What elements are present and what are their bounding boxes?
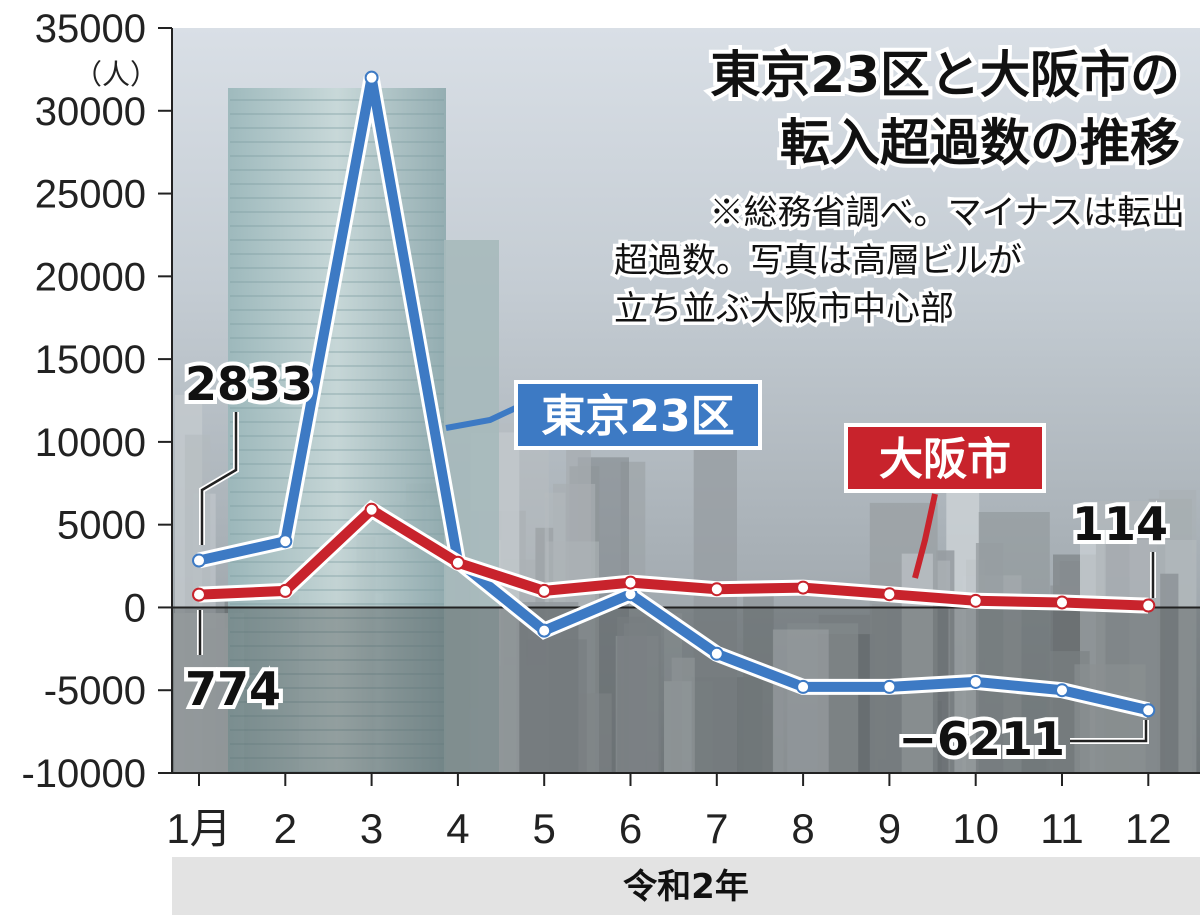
- legend-osaka: 大阪市: [844, 423, 1046, 579]
- y-tick-label: 10000: [35, 421, 146, 465]
- legend-osaka-label: 大阪市: [879, 434, 1011, 485]
- data-point: [278, 534, 293, 549]
- y-tick-label: -5000: [44, 669, 146, 713]
- annotation-leader: [1070, 720, 1148, 743]
- x-tick-label: 5: [533, 805, 556, 852]
- data-point: [450, 555, 465, 570]
- series-line: [198, 503, 1149, 611]
- x-tick-labels: 1月 2 3 4 5 6 7 8 9 10 11 12: [166, 805, 1171, 852]
- value-annotations: 2833 774 114 −6211: [181, 353, 1172, 770]
- y-tick-label: 0: [124, 586, 146, 630]
- data-point: [623, 575, 638, 590]
- x-tick-label: 1月: [166, 805, 231, 852]
- data-point: [796, 580, 811, 595]
- series-layer: [192, 70, 1156, 719]
- x-tick-label: 7: [705, 805, 728, 852]
- city-building: [1074, 664, 1146, 773]
- data-point: [796, 679, 811, 694]
- value-annotation: 2833: [185, 357, 313, 411]
- legend-tokyo-label: 東京23区: [541, 391, 734, 442]
- title-block: 東京23区と大阪市の 転入超過数の推移 ※総務省調べ。マイナスは転出 超過数。写…: [611, 42, 1189, 333]
- x-tick-label: 2: [274, 805, 297, 852]
- x-axis-era-band: [172, 857, 1200, 915]
- data-point: [364, 502, 379, 517]
- x-tick-marks: [198, 773, 1150, 786]
- data-point: [1055, 683, 1069, 698]
- legend-osaka-leader: [912, 493, 938, 579]
- x-tick-label: 3: [360, 805, 383, 852]
- city-building: [617, 616, 661, 773]
- data-point: [537, 623, 552, 638]
- data-point: [1141, 703, 1156, 718]
- city-building: [1160, 573, 1179, 773]
- data-point: [192, 553, 206, 568]
- data-point: [192, 587, 206, 602]
- value-annotation: −6211: [898, 712, 1065, 766]
- data-point: [709, 582, 724, 597]
- y-tick-label: 25000: [35, 173, 146, 217]
- x-tick-label: 10: [952, 805, 999, 852]
- data-point: [278, 583, 293, 598]
- chart-title-line-1: 東京23区と大阪市の: [710, 46, 1180, 104]
- legend-osaka-box: [844, 423, 1046, 493]
- city-building: [671, 657, 695, 773]
- x-tick-label: 6: [619, 805, 642, 852]
- x-tick-label: 9: [878, 805, 901, 852]
- legend-tokyo: 東京23区: [445, 380, 762, 450]
- y-tick-marks: [158, 27, 172, 774]
- data-point: [709, 646, 724, 661]
- tower-building: [228, 88, 446, 773]
- chart-title-line-2: 転入超過数の推移: [780, 114, 1180, 172]
- chart-note-line-2: 超過数。写真は高層ビルが: [614, 241, 1022, 281]
- y-tick-labels: 35000 30000 25000 20000 15000 10000 5000 0 -5000…: [21, 7, 146, 796]
- city-building: [975, 543, 1004, 773]
- data-point: [537, 583, 552, 598]
- x-tick-label: 11: [1040, 805, 1084, 852]
- data-point: [364, 70, 379, 85]
- chart-note-line-1: ※総務省調べ。マイナスは転出: [710, 193, 1185, 233]
- x-tick-label: 12: [1125, 805, 1172, 852]
- data-point: [968, 593, 983, 608]
- city-building: [743, 591, 774, 773]
- data-point: [882, 587, 897, 602]
- legend-tokyo-box: [514, 380, 762, 450]
- legend-tokyo-leader: [445, 402, 524, 431]
- value-annotation: 774: [185, 662, 281, 716]
- chart-note-line-3: 立ち並ぶ大阪市中心部: [614, 289, 954, 329]
- data-point: [882, 679, 897, 694]
- y-tick-label: 30000: [35, 90, 146, 134]
- x-axis-label: 令和2年: [623, 867, 749, 907]
- data-point: [1055, 595, 1069, 610]
- annotation-leader: [200, 412, 238, 545]
- y-axis-unit: （人）: [74, 58, 158, 91]
- y-tick-label: 20000: [35, 255, 146, 299]
- y-tick-label: 35000: [35, 7, 146, 51]
- data-point: [968, 674, 983, 689]
- x-tick-label: 8: [791, 805, 814, 852]
- y-tick-label: 15000: [35, 338, 146, 382]
- data-point: [1141, 598, 1156, 613]
- value-annotation: 114: [1072, 497, 1168, 551]
- y-tick-label: -10000: [21, 752, 146, 796]
- y-tick-label: 5000: [57, 504, 146, 548]
- city-building: [772, 629, 829, 773]
- series-line: [197, 76, 1150, 716]
- x-tick-label: 4: [446, 805, 469, 852]
